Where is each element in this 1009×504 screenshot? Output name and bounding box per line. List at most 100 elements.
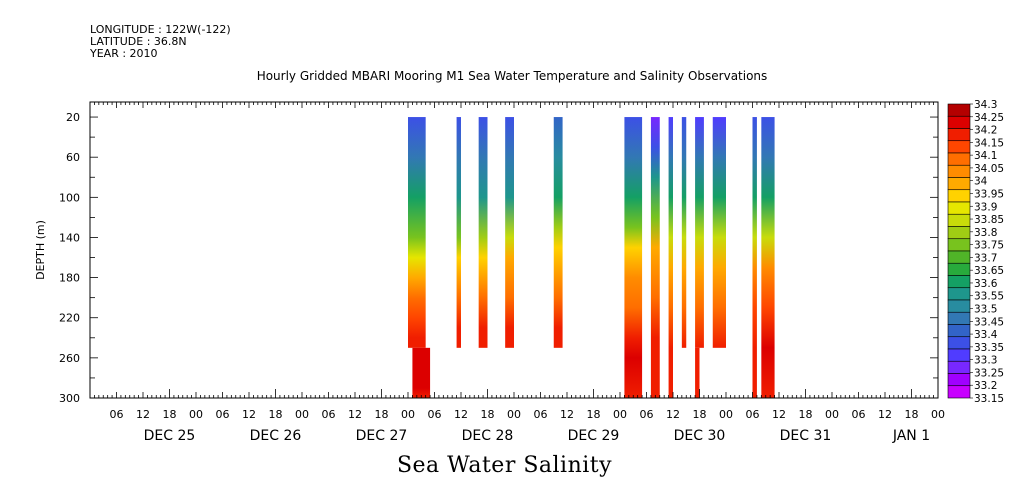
colorbar-label: 33.6 <box>974 278 998 290</box>
colorbar-swatch <box>947 177 971 191</box>
latitude-label: LATITUDE : 36.8N <box>90 35 187 48</box>
salinity-segment <box>456 117 461 348</box>
y-tick-label: 60 <box>66 151 80 164</box>
x-day-label: DEC 26 <box>250 428 302 444</box>
salinity-segment <box>681 117 687 348</box>
colorbar-swatch <box>947 373 971 387</box>
colorbar-swatch <box>947 164 971 178</box>
salinity-segment <box>553 117 563 348</box>
x-hour-tick-label: 12 <box>666 408 680 421</box>
colorbar-swatch <box>947 115 971 129</box>
colorbar-label: 33.9 <box>974 201 997 213</box>
colorbar-label: 33.7 <box>974 252 997 264</box>
x-hour-tick-label: 12 <box>242 408 256 421</box>
colorbar-label: 33.35 <box>974 342 1004 354</box>
colorbar-swatch <box>947 152 971 166</box>
x-hour-tick-label: 12 <box>772 408 786 421</box>
data-segments <box>408 117 775 399</box>
colorbar-swatch <box>947 140 971 154</box>
salinity-segment <box>650 117 660 399</box>
x-hour-tick-label: 06 <box>322 408 336 421</box>
x-hour-tick-label: 12 <box>136 408 150 421</box>
x-hour-tick-label: 06 <box>216 408 230 421</box>
colorbar-swatch <box>947 250 971 264</box>
colorbar-label: 33.85 <box>974 214 1004 226</box>
x-day-label: DEC 31 <box>780 428 832 444</box>
y-tick-label: 220 <box>59 312 80 325</box>
x-hour-tick-label: 12 <box>878 408 892 421</box>
colorbar-label: 33.95 <box>974 188 1004 200</box>
colorbar-swatch <box>947 336 971 350</box>
colorbar-label: 33.2 <box>974 380 997 392</box>
year-label: YEAR : 2010 <box>90 47 158 60</box>
colorbar-swatch <box>947 324 971 338</box>
x-hour-tick-label: 00 <box>507 408 521 421</box>
colorbar-swatch <box>947 262 971 276</box>
colorbar-swatch <box>947 275 971 289</box>
y-tick-label: 260 <box>59 352 80 365</box>
x-hour-tick-label: 00 <box>189 408 203 421</box>
colorbar-label: 33.5 <box>974 304 997 316</box>
colorbar: 34.334.2534.234.1534.134.053433.9533.933… <box>947 99 1004 405</box>
colorbar-label: 33.4 <box>974 329 998 341</box>
x-hour-tick-label: 06 <box>428 408 442 421</box>
x-hour-tick-label: 06 <box>110 408 124 421</box>
x-hour-tick-label: 00 <box>613 408 627 421</box>
colorbar-label: 33.8 <box>974 227 997 239</box>
colorbar-swatch <box>947 348 971 362</box>
y-tick-label: 100 <box>59 191 80 204</box>
salinity-segment <box>761 117 775 399</box>
colorbar-label: 33.75 <box>974 240 1004 252</box>
salinity-segment <box>408 117 426 348</box>
x-day-label: DEC 30 <box>674 428 726 444</box>
x-hour-tick-label: 18 <box>163 408 177 421</box>
x-hour-tick-label: 12 <box>560 408 574 421</box>
colorbar-swatch <box>947 201 971 215</box>
salinity-segment <box>412 347 431 398</box>
plot-frame: 06 12 18 00 06 12 18 00 06 12 18 00 06 12 18 00 06 12 18 00… <box>59 101 945 444</box>
chart-title: Hourly Gridded MBARI Mooring M1 Sea Wate… <box>257 69 768 83</box>
colorbar-label: 34.1 <box>974 150 997 162</box>
x-day-label: JAN 1 <box>892 428 930 444</box>
salinity-segment <box>752 117 757 399</box>
colorbar-label: 34.15 <box>974 137 1004 149</box>
x-day-label: DEC 27 <box>356 428 408 444</box>
colorbar-label: 33.3 <box>974 355 997 367</box>
x-hour-tick-label: 18 <box>375 408 389 421</box>
header-metadata: LONGITUDE : 122W(-122) LATITUDE : 36.8N … <box>90 24 231 60</box>
x-hour-tick-label: 18 <box>905 408 919 421</box>
x-hour-tick-label: 06 <box>534 408 548 421</box>
x-hour-tick-label: 06 <box>640 408 654 421</box>
x-hour-tick-label: 06 <box>746 408 760 421</box>
longitude-label: LONGITUDE : 122W(-122) <box>90 23 231 36</box>
colorbar-swatch <box>947 226 971 240</box>
colorbar-label: 33.55 <box>974 291 1004 303</box>
y-tick-label: 20 <box>66 111 80 124</box>
x-hour-tick-label: 00 <box>719 408 733 421</box>
x-hour-tick-label: 00 <box>401 408 415 421</box>
y-tick-label: 180 <box>59 272 80 285</box>
x-hour-tick-label: 12 <box>348 408 362 421</box>
colorbar-swatch <box>947 311 971 325</box>
salinity-segment <box>505 117 514 348</box>
x-day-label: DEC 29 <box>568 428 620 444</box>
x-hour-tick-label: 18 <box>587 408 601 421</box>
salinity-segment <box>668 117 673 399</box>
colorbar-label: 34.3 <box>974 99 997 111</box>
y-axis-label: DEPTH (m) <box>34 220 47 280</box>
colorbar-label: 34.2 <box>974 125 997 137</box>
colorbar-swatch <box>947 238 971 252</box>
y-tick-label: 300 <box>59 392 80 405</box>
salinity-segment <box>624 117 643 399</box>
x-hour-tick-label: 12 <box>454 408 468 421</box>
salinity-segment <box>712 117 726 348</box>
variable-title: Sea Water Salinity <box>396 453 613 478</box>
colorbar-label: 34.05 <box>974 163 1004 175</box>
x-hour-tick-label: 18 <box>481 408 495 421</box>
colorbar-swatch <box>947 103 971 117</box>
colorbar-label: 34.25 <box>974 112 1004 124</box>
colorbar-label: 33.25 <box>974 367 1004 379</box>
colorbar-swatch <box>947 299 971 313</box>
x-hour-tick-label: 18 <box>693 408 707 421</box>
